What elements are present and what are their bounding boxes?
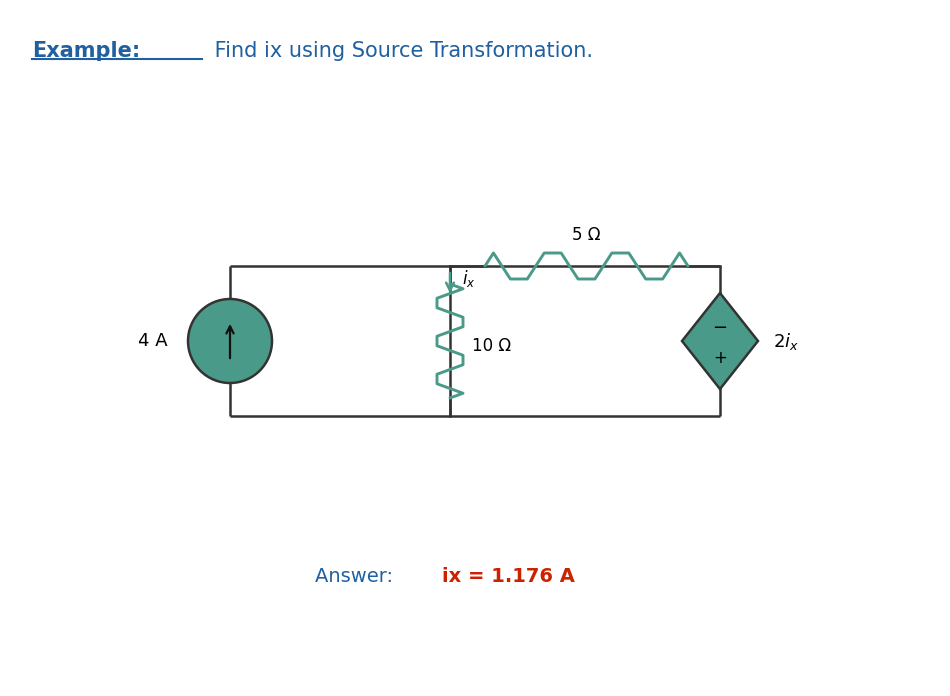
Text: $2i_x$: $2i_x$ xyxy=(773,331,799,351)
Text: 4 A: 4 A xyxy=(139,332,168,350)
Circle shape xyxy=(188,299,272,383)
Text: 5 Ω: 5 Ω xyxy=(572,226,600,244)
Text: 10 Ω: 10 Ω xyxy=(472,337,511,355)
Text: Find ix using Source Transformation.: Find ix using Source Transformation. xyxy=(208,41,593,61)
Text: ix = 1.176 A: ix = 1.176 A xyxy=(442,567,575,585)
Polygon shape xyxy=(682,293,758,389)
Text: $i_x$: $i_x$ xyxy=(462,268,476,289)
Text: +: + xyxy=(713,349,727,367)
Text: Answer:: Answer: xyxy=(315,567,399,585)
Text: −: − xyxy=(712,319,728,337)
Text: Example:: Example: xyxy=(32,41,141,61)
